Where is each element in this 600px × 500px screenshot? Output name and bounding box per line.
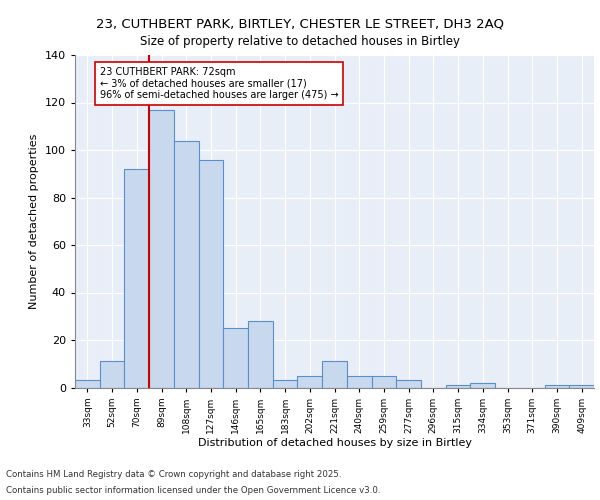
Bar [470,383,495,388]
Text: Size of property relative to detached houses in Birtley: Size of property relative to detached ho… [140,35,460,48]
Bar [569,385,594,388]
Bar [371,376,396,388]
Bar [347,376,371,388]
Bar [322,362,347,388]
Text: Contains public sector information licensed under the Open Government Licence v3: Contains public sector information licen… [6,486,380,495]
Bar [248,321,273,388]
Y-axis label: Number of detached properties: Number of detached properties [29,134,39,309]
Text: 23, CUTHBERT PARK, BIRTLEY, CHESTER LE STREET, DH3 2AQ: 23, CUTHBERT PARK, BIRTLEY, CHESTER LE S… [96,18,504,30]
Bar [199,160,223,388]
Bar [298,376,322,388]
Bar [75,380,100,388]
X-axis label: Distribution of detached houses by size in Birtley: Distribution of detached houses by size … [197,438,472,448]
Text: Contains HM Land Registry data © Crown copyright and database right 2025.: Contains HM Land Registry data © Crown c… [6,470,341,479]
Bar [149,110,174,388]
Bar [446,385,470,388]
Bar [396,380,421,388]
Bar [124,169,149,388]
Bar [174,140,199,388]
Bar [545,385,569,388]
Text: 23 CUTHBERT PARK: 72sqm
← 3% of detached houses are smaller (17)
96% of semi-det: 23 CUTHBERT PARK: 72sqm ← 3% of detached… [100,67,338,100]
Bar [223,328,248,388]
Bar [273,380,298,388]
Bar [100,362,124,388]
